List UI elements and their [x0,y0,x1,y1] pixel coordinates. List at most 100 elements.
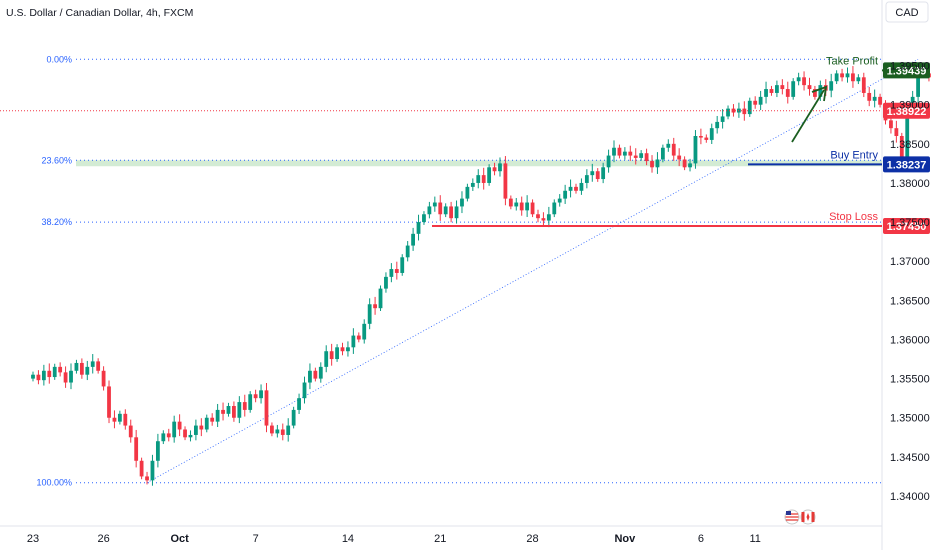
candle-body [253,394,258,399]
candle [775,80,779,98]
candle-body [514,202,519,207]
candle [579,178,584,195]
candle-body [194,425,198,435]
candle-body [845,73,850,78]
candle [90,354,95,374]
candle [829,73,834,98]
candle [584,169,589,189]
candle-body [107,386,111,418]
candle [780,79,785,95]
candle-body [677,155,682,160]
candle [894,120,899,143]
candle [758,90,763,111]
candle [210,413,215,426]
candle [31,371,35,382]
candle-body [791,81,796,97]
fibonacci-levels: 0.00% 23.60% 38.20% 100.00% [36,54,919,488]
candle-body [384,276,388,289]
candle-body [590,171,595,176]
candle-body [411,233,415,246]
candle [498,157,502,177]
candle-body [117,413,122,422]
candle-body [780,85,785,90]
candle [373,296,377,315]
candle [764,81,768,104]
candle-body [394,269,399,273]
price-tag-buy-entry [883,156,930,173]
candle [308,363,312,390]
candle-body [476,175,481,183]
fib-trend-line [146,58,919,484]
price-tick-label: 1.35500 [890,374,930,386]
candle [840,68,844,82]
candle [709,123,714,145]
candle-body [709,128,714,140]
candle-body [139,460,144,477]
candle-body [796,77,801,82]
candle [302,376,307,404]
candle [335,344,339,362]
candle [802,71,806,91]
candle-body [470,182,475,187]
candle [313,367,318,382]
candle-body [432,202,437,207]
candle [411,227,415,251]
us-flag-icon [784,509,800,525]
candle [248,391,253,413]
time-tick-label: 14 [342,533,354,545]
candle [221,402,225,421]
currency-button[interactable]: CAD [885,1,929,23]
candle [698,128,703,145]
candle [650,155,654,173]
candle [318,362,323,383]
candle-body [324,351,329,367]
candle-body [221,409,225,414]
candle [416,214,421,241]
candle-body [568,186,573,191]
candle-body [905,112,910,164]
candle-body [449,206,454,219]
candle-body [367,304,372,324]
candle [237,396,242,424]
candle [595,168,600,182]
candle [720,109,725,129]
candle [465,183,470,202]
candle [628,145,633,161]
time-tick-label: Nov [614,533,636,545]
candle-body [530,202,535,215]
candle-body [63,372,68,383]
candle [791,78,796,100]
candle-body [400,257,405,273]
time-tick-label: 7 [253,533,259,545]
candle [346,341,350,357]
candle [226,402,231,417]
candle [715,115,720,134]
candle [150,454,155,486]
level-name-buy-entry: Buy Entry [830,149,878,161]
candle-body [698,136,703,138]
candle-body [584,175,589,183]
candle [693,130,698,169]
candle-body [318,366,323,379]
candle [769,85,774,96]
candle-body [508,198,513,207]
candle [492,162,497,176]
candle [264,382,269,433]
candle [601,162,606,184]
candle [134,429,139,468]
currency-button-label[interactable]: CAD [895,7,918,19]
candle-body [660,147,665,160]
candle-body [389,269,394,277]
trade-levels: Take Profit 1.39439 Buy Entry 1.38237 Stop L… [0,55,930,235]
candle-body [134,437,139,461]
time-axis: 23 26 Oct 7 14 21 28 Nov 6 11 [27,533,761,545]
candle [69,363,73,390]
candle [731,104,736,117]
candle [74,359,79,374]
currency-button-frame[interactable] [885,1,929,23]
candle-body [177,421,182,430]
price-tick-label: 1.34000 [890,491,930,503]
candle-body [31,374,35,379]
candle [286,418,291,442]
